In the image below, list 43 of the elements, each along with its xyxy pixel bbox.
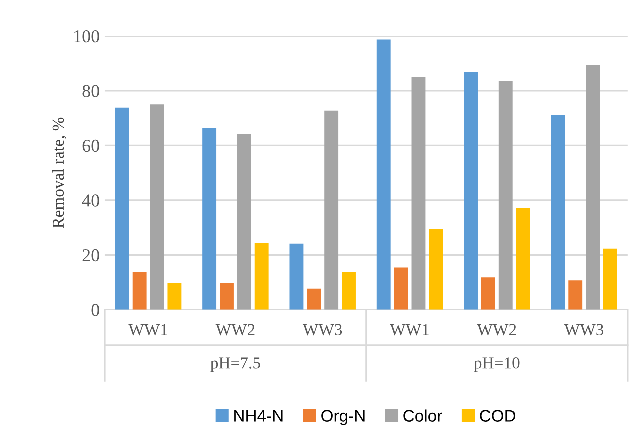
bar xyxy=(412,76,426,310)
bar xyxy=(551,115,566,310)
x-tick-label: WW1 xyxy=(128,324,168,336)
bar xyxy=(376,40,391,310)
bar xyxy=(307,288,322,310)
bar xyxy=(586,65,600,310)
bar xyxy=(498,81,513,310)
bar xyxy=(603,248,618,310)
x-tick-label: WW2 xyxy=(477,324,516,336)
bar xyxy=(168,283,182,310)
y-tick-label: 20 xyxy=(82,249,100,262)
legend-label: COD xyxy=(480,410,516,422)
bar xyxy=(132,272,147,310)
bar xyxy=(220,283,234,310)
bar xyxy=(429,229,444,310)
bar xyxy=(464,72,478,310)
legend-label: Color xyxy=(404,410,442,422)
bar xyxy=(115,108,130,310)
bar xyxy=(394,268,408,310)
y-tick-label: 100 xyxy=(74,30,100,43)
y-axis-title: Removal rate, % xyxy=(52,118,66,228)
legend-label: NH4-N xyxy=(234,410,283,422)
x-tick-label: WW2 xyxy=(216,324,255,336)
x-tick-label: WW3 xyxy=(302,324,342,336)
bar xyxy=(237,134,252,310)
bar xyxy=(150,104,164,310)
y-tick-label: 0 xyxy=(92,304,100,316)
bar xyxy=(324,110,339,310)
bar xyxy=(254,243,269,310)
y-tick-label: 80 xyxy=(82,85,100,98)
y-tick-label: 60 xyxy=(82,140,100,152)
bar xyxy=(481,278,496,310)
bar xyxy=(342,272,356,310)
bar xyxy=(202,128,217,310)
bar xyxy=(516,208,530,310)
text: pH=7.5 xyxy=(210,358,260,372)
legend-label: Org-N xyxy=(322,410,365,426)
text: pH=10 xyxy=(474,358,520,372)
bar xyxy=(290,244,304,310)
x-tick-label: WW3 xyxy=(564,324,604,336)
y-tick-label: 40 xyxy=(82,194,100,207)
bar xyxy=(568,280,583,310)
x-tick-label: WW1 xyxy=(390,324,429,336)
